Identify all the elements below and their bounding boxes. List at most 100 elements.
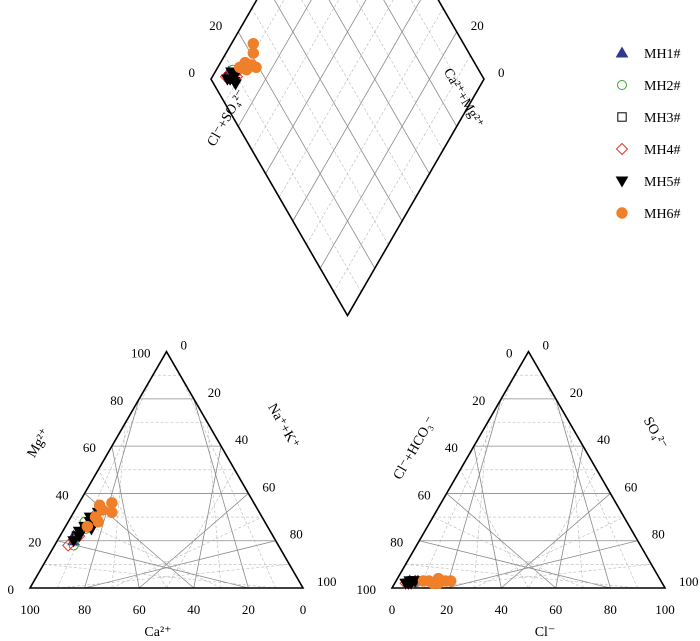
cation-point bbox=[72, 526, 86, 538]
axis-labels: Ca²⁺ Cl⁻ Mg²⁺ Na⁺+K⁺ Cl⁻+HCO₃⁻ SO₄²⁻ Cl⁻… bbox=[25, 66, 670, 640]
anion-left-tick: 100 bbox=[357, 582, 377, 597]
anion-right-tick: 20 bbox=[570, 385, 583, 400]
cation-bottom-tick: 40 bbox=[187, 602, 200, 617]
cation-point bbox=[81, 520, 94, 533]
anion-grid-b bbox=[500, 493, 611, 589]
diamond-grid-b bbox=[410, 0, 471, 103]
data-points bbox=[62, 37, 457, 590]
anion-triangle-frame bbox=[390, 349, 667, 589]
cation-bottom-label: Ca²⁺ bbox=[144, 625, 171, 640]
diamond-right-tick: 20 bbox=[471, 18, 484, 33]
anion-left-tick: 0 bbox=[506, 346, 513, 361]
legend-label: MH6# bbox=[644, 207, 681, 222]
cation-left-tick: 80 bbox=[110, 393, 123, 408]
legend-label: MH1# bbox=[644, 47, 681, 62]
cation-point bbox=[92, 516, 104, 528]
diamond-grid-b bbox=[301, 0, 417, 198]
legend-marker bbox=[615, 142, 629, 156]
legend-marker bbox=[616, 207, 628, 219]
diamond-point bbox=[247, 47, 260, 59]
anion-right-tick: 100 bbox=[679, 574, 699, 589]
cation-grid-b bbox=[179, 375, 276, 589]
anion-grid-b bbox=[569, 422, 584, 589]
anion-grid-a bbox=[419, 540, 611, 589]
anion-right-label: SO₄²⁻ bbox=[640, 415, 670, 452]
anion-grid-b bbox=[528, 469, 598, 589]
anion-grid-a bbox=[446, 493, 557, 589]
cation-grid-a bbox=[111, 422, 126, 589]
cation-left-tick: 0 bbox=[8, 582, 15, 597]
anion-grid-a bbox=[473, 422, 488, 589]
diamond-right-tick: 0 bbox=[498, 65, 505, 80]
cation-right-tick: 100 bbox=[317, 574, 337, 589]
anion-left-tick: 20 bbox=[472, 393, 485, 408]
anion-bottom-tick: 20 bbox=[440, 602, 453, 617]
cation-point bbox=[93, 499, 106, 511]
anion-grid-a bbox=[432, 516, 584, 589]
anion-point bbox=[432, 572, 445, 585]
grid-lines bbox=[43, 0, 652, 589]
anion-left-label: Cl⁻+HCO₃⁻ bbox=[391, 414, 439, 482]
plot-frames bbox=[28, 0, 667, 589]
cation-right-tick: 40 bbox=[235, 432, 248, 447]
anion-grid-a bbox=[459, 469, 529, 589]
legend-label: MH3# bbox=[644, 111, 681, 126]
anion-grid-b bbox=[419, 564, 652, 589]
cation-grid-b bbox=[138, 493, 249, 589]
cation-point bbox=[106, 497, 118, 509]
diamond-grid-b bbox=[328, 0, 430, 174]
diamond-point bbox=[240, 63, 253, 76]
legend-marker bbox=[615, 46, 629, 58]
anion-bottom-tick: 40 bbox=[495, 602, 508, 617]
anion-grid-b bbox=[555, 446, 584, 589]
cation-bottom-tick: 100 bbox=[20, 602, 40, 617]
cation-bottom-tick: 80 bbox=[78, 602, 91, 617]
cation-left-tick: 20 bbox=[28, 535, 41, 550]
anion-right-tick: 40 bbox=[597, 432, 610, 447]
anion-right-tick: 60 bbox=[624, 479, 637, 494]
cation-grid-a bbox=[97, 469, 167, 589]
diamond-point bbox=[247, 37, 260, 50]
cation-bottom-tick: 20 bbox=[242, 602, 255, 617]
anion-right-tick: 0 bbox=[543, 338, 550, 353]
cation-right-tick: 0 bbox=[181, 338, 188, 353]
diamond-frame bbox=[210, 0, 485, 318]
legend-label: MH5# bbox=[644, 175, 681, 190]
legend-label: MH4# bbox=[644, 143, 681, 158]
anion-grid-b bbox=[541, 375, 638, 589]
diamond-grid-b bbox=[274, 0, 403, 222]
diamond-left-label: Cl⁻+SO₄²⁻ bbox=[205, 87, 249, 149]
diamond-left-tick: 0 bbox=[189, 65, 196, 80]
anion-grid-b bbox=[555, 398, 611, 589]
anion-bottom-tick: 80 bbox=[604, 602, 617, 617]
legend: MH1# MH2# MH3# MH4# MH5# MH6# bbox=[615, 46, 681, 222]
cation-right-tick: 60 bbox=[262, 479, 275, 494]
cation-grid-a bbox=[70, 516, 222, 589]
anion-bottom-label: Cl⁻ bbox=[535, 625, 556, 640]
cation-left-tick: 100 bbox=[131, 346, 151, 361]
cation-grid-b bbox=[193, 446, 222, 589]
anion-left-tick: 40 bbox=[445, 440, 458, 455]
diamond-grid-a bbox=[319, 31, 458, 269]
cation-bottom-tick: 0 bbox=[300, 602, 307, 617]
legend-marker bbox=[615, 176, 629, 188]
cation-grid-a bbox=[57, 540, 249, 589]
diamond-grid-b bbox=[356, 0, 444, 151]
anion-point bbox=[444, 575, 457, 587]
anion-bottom-tick: 100 bbox=[655, 602, 675, 617]
diamond-grid-a bbox=[278, 0, 394, 198]
diamond-grid-b bbox=[237, 31, 376, 269]
anion-bottom-tick: 0 bbox=[389, 602, 396, 617]
diamond-left-tick: 20 bbox=[209, 18, 222, 33]
anion-bottom-tick: 60 bbox=[549, 602, 562, 617]
cation-point bbox=[67, 536, 81, 548]
legend-marker bbox=[617, 112, 627, 122]
cation-bottom-tick: 60 bbox=[133, 602, 146, 617]
anion-right-tick: 80 bbox=[652, 527, 665, 542]
diamond-grid-a bbox=[237, 0, 312, 127]
cation-right-tick: 80 bbox=[290, 527, 303, 542]
legend-label: MH2# bbox=[644, 79, 681, 94]
diamond-grid-a bbox=[265, 0, 367, 174]
anion-point bbox=[423, 575, 435, 587]
